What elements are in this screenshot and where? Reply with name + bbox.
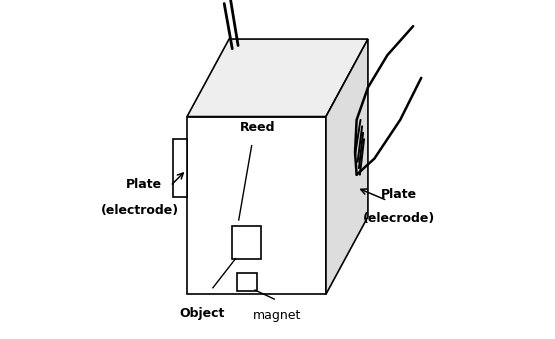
Bar: [173, 139, 187, 197]
Polygon shape: [187, 39, 368, 117]
Text: (electrode): (electrode): [101, 204, 179, 217]
Text: magnet: magnet: [253, 309, 302, 322]
Text: Plate: Plate: [125, 178, 162, 191]
Polygon shape: [187, 117, 326, 294]
Bar: [233, 226, 261, 259]
Text: Object: Object: [179, 307, 224, 320]
Text: (elecrode): (elecrode): [362, 212, 435, 225]
Bar: [237, 273, 256, 291]
Text: Reed: Reed: [240, 121, 276, 134]
Text: Plate: Plate: [381, 187, 417, 201]
Polygon shape: [326, 39, 368, 294]
